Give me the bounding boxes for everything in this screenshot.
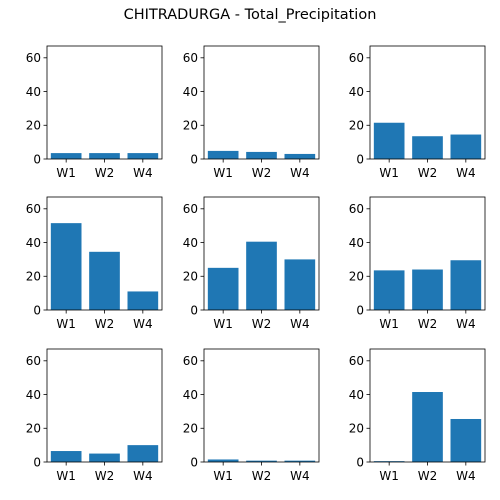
ytick-label: 60 [183,354,198,368]
xtick-label: W2 [95,166,115,180]
bar-p3-w1 [373,122,405,159]
axes-frame-p2 [203,45,320,160]
ytick-label: 0 [33,152,41,166]
ytick-label: 20 [349,270,364,284]
ytick-label: 20 [183,270,198,284]
xtick-label: W4 [290,166,310,180]
ytick-label: 60 [183,51,198,65]
ytick-label: 20 [26,119,41,133]
ytick-label: 20 [349,422,364,436]
bar-p4-w2 [89,251,120,310]
xtick-label: W4 [133,166,153,180]
chart-title: CHITRADURGA - Total_Precipitation [123,7,377,23]
bar-p5-w4 [284,259,316,310]
ytick-label: 60 [183,202,198,216]
ytick-label: 20 [349,119,364,133]
bar-p1-w2 [89,153,120,159]
xtick-label: W1 [213,317,233,331]
bar-p3-w4 [450,134,482,159]
ytick-label: 40 [183,388,198,402]
xtick-label: W2 [418,166,438,180]
bar-p8-w1 [207,459,239,462]
xtick-label: W2 [252,317,272,331]
bar-p2-w4 [284,153,316,159]
xtick-label: W4 [290,317,310,331]
xtick-label: W2 [95,317,115,331]
bar-p1-w4 [127,153,159,159]
ytick-label: 0 [356,303,364,317]
xtick-label: W1 [379,166,399,180]
ytick-label: 40 [26,85,41,99]
bar-p6-w1 [373,270,405,310]
xtick-label: W1 [56,469,76,483]
bar-p5-w2 [246,241,277,310]
xtick-label: W2 [95,469,115,483]
ytick-label: 20 [183,119,198,133]
xtick-label: W1 [56,166,76,180]
xtick-label: W4 [133,469,153,483]
xtick-label: W4 [456,317,476,331]
ytick-label: 40 [349,85,364,99]
bar-p2-w2 [246,151,277,159]
bar-p4-w4 [127,291,159,310]
xtick-label: W1 [213,469,233,483]
bar-p7-w1 [50,451,82,462]
bar-p9-w1 [373,461,405,462]
ytick-label: 60 [349,51,364,65]
ytick-label: 60 [26,354,41,368]
xtick-label: W2 [418,317,438,331]
ytick-label: 20 [26,270,41,284]
axes-frame-p8 [203,348,320,463]
bar-p9-w4 [450,418,482,462]
bar-p1-w1 [50,153,82,159]
xtick-label: W1 [379,469,399,483]
ytick-label: 60 [349,202,364,216]
bar-p8-w2 [246,460,277,462]
xtick-label: W4 [290,469,310,483]
ytick-label: 40 [349,236,364,250]
xtick-label: W2 [252,469,272,483]
bar-p6-w4 [450,260,482,310]
bar-p9-w2 [412,392,443,462]
ytick-label: 0 [356,152,364,166]
ytick-label: 20 [26,422,41,436]
ytick-label: 0 [33,455,41,469]
xtick-label: W1 [213,166,233,180]
bar-p5-w1 [207,267,239,310]
bar-p2-w1 [207,150,239,159]
bar-p6-w2 [412,269,443,310]
ytick-label: 0 [190,152,198,166]
ytick-label: 0 [190,455,198,469]
bar-p8-w4 [284,460,316,462]
ytick-label: 0 [356,455,364,469]
xtick-label: W4 [456,166,476,180]
ytick-label: 0 [190,303,198,317]
bar-p7-w4 [127,445,159,462]
ytick-label: 60 [26,51,41,65]
ytick-label: 60 [349,354,364,368]
bar-p3-w2 [412,136,443,159]
xtick-label: W1 [379,317,399,331]
xtick-label: W1 [56,317,76,331]
ytick-label: 60 [26,202,41,216]
bar-p4-w1 [50,223,82,310]
ytick-label: 40 [26,388,41,402]
ytick-label: 40 [349,388,364,402]
ytick-label: 40 [183,85,198,99]
axes-frame-p1 [46,45,163,160]
xtick-label: W2 [418,469,438,483]
axes-frame-p7 [46,348,163,463]
xtick-label: W4 [133,317,153,331]
xtick-label: W2 [252,166,272,180]
ytick-label: 40 [183,236,198,250]
ytick-label: 40 [26,236,41,250]
ytick-label: 0 [33,303,41,317]
ytick-label: 20 [183,422,198,436]
bar-p7-w2 [89,453,120,462]
xtick-label: W4 [456,469,476,483]
